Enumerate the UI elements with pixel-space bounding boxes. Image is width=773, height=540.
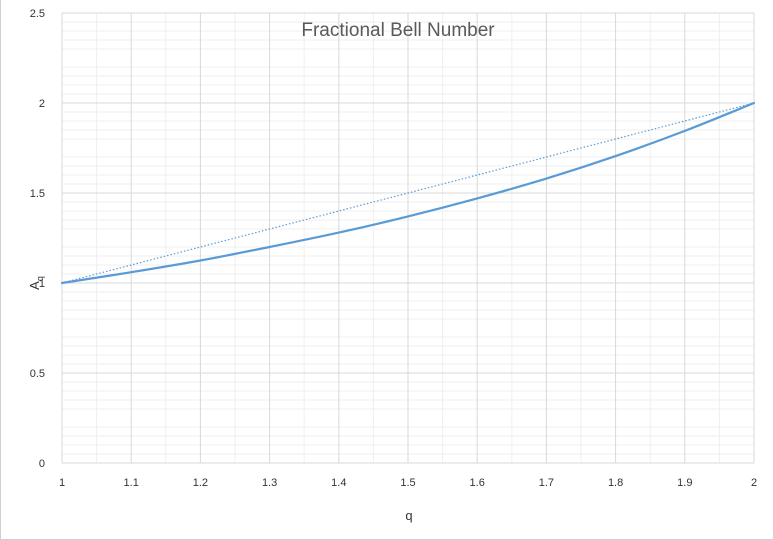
x-tick-label: 1.3 <box>262 477 277 489</box>
y-axis-label-subscript: q <box>35 276 45 281</box>
series-line-solid <box>60 101 756 285</box>
x-tick-label: 2 <box>751 477 757 489</box>
series-line-dotted <box>61 102 755 284</box>
y-axis-label-main: A <box>27 281 42 290</box>
x-axis-label: q <box>405 508 412 523</box>
major-gridlines <box>61 12 755 464</box>
series-layer <box>60 101 756 285</box>
y-tick-label: 0.5 <box>30 368 45 380</box>
y-tick-label: 0 <box>39 458 45 470</box>
x-tick-label: 1.9 <box>677 477 692 489</box>
y-axis-label-group: Aq <box>27 276 45 290</box>
x-tick-label: 1.6 <box>470 477 485 489</box>
chart-title: Fractional Bell Number <box>301 20 495 41</box>
tick-labels: 1 1.1 1.2 1.3 1.4 1.5 1.6 1.7 1.8 1.9 2 0 0.5 1 1.5 2 2.… <box>30 8 757 489</box>
y-axis-label: Aq <box>27 276 45 290</box>
y-tick-label: 2.5 <box>30 8 45 20</box>
x-tick-label: 1.2 <box>193 477 208 489</box>
x-tick-label: 1.1 <box>124 477 139 489</box>
x-tick-label: 1.4 <box>331 477 346 489</box>
y-tick-label: 1.5 <box>30 188 45 200</box>
x-tick-label: 1.8 <box>608 477 623 489</box>
y-tick-label: 1 <box>39 278 45 290</box>
x-tick-label: 1 <box>59 477 65 489</box>
x-tick-label: 1.5 <box>400 477 415 489</box>
y-tick-label: 2 <box>39 98 45 110</box>
x-tick-label: 1.7 <box>539 477 554 489</box>
